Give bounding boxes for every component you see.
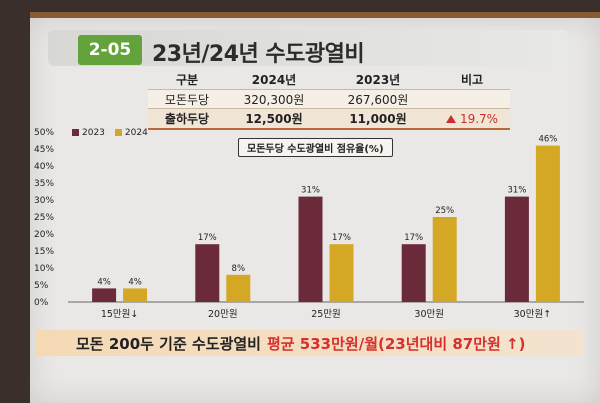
- cell-note: 19.7%: [434, 112, 510, 126]
- data-label-2024: 46%: [538, 135, 557, 145]
- y-tick-label: 20%: [34, 230, 54, 240]
- header-2024: 2024년: [251, 73, 297, 87]
- slide-title: 23년/24년 수도광열비: [152, 42, 365, 67]
- data-label-2023: 31%: [301, 186, 320, 196]
- y-tick-label: 45%: [34, 145, 54, 155]
- header-2023: 2023년: [355, 73, 401, 87]
- legend-item-2023: 2023: [72, 128, 105, 138]
- chart-legend: 2023 2024: [72, 128, 148, 138]
- data-label-2024: 17%: [332, 233, 351, 243]
- data-label-2023: 31%: [507, 186, 526, 196]
- table-row: 모돈두당 320,300원 267,600원: [148, 89, 510, 109]
- increase-triangle-icon: [445, 114, 456, 123]
- x-tick-label: 30만원↑: [514, 309, 552, 320]
- header-category: 구분: [175, 73, 199, 87]
- cell-2023: 267,600원: [347, 93, 409, 107]
- legend-item-2024: 2024: [114, 128, 148, 138]
- bar-2023: [92, 288, 117, 302]
- bar-2024: [329, 244, 354, 302]
- cell-2024: 320,300원: [243, 93, 305, 107]
- bar-2023: [195, 244, 220, 302]
- data-label-2024: 4%: [128, 277, 142, 287]
- bar-2024: [432, 217, 457, 302]
- x-tick-label: 25만원: [311, 309, 341, 320]
- y-tick-label: 40%: [34, 162, 54, 172]
- y-tick-label: 50%: [34, 128, 54, 138]
- section-badge: 2-05: [78, 35, 142, 65]
- table-row: 출하두당 12,500원 11,000원 19.7%: [148, 108, 510, 128]
- y-tick-label: 25%: [34, 213, 54, 223]
- data-label-2023: 4%: [97, 277, 111, 287]
- bar-2023: [504, 196, 529, 302]
- y-tick-label: 30%: [34, 196, 54, 206]
- y-tick-label: 0%: [34, 298, 49, 308]
- y-tick-label: 10%: [34, 264, 54, 274]
- cell-2023: 11,000원: [349, 112, 407, 126]
- bar-2023: [401, 244, 426, 302]
- x-tick-label: 20만원: [208, 309, 238, 320]
- summary-footer: 모돈 200두 기준 수도광열비 평균 533만원/월(23년대비 87만원 ↑…: [36, 330, 584, 356]
- bar-2024: [123, 288, 148, 302]
- bar-chart: 0% 5% 10% 15% 20% 25% 30% 35% 40% 45% 50% 4% 4% 15만원↓…: [34, 128, 584, 320]
- legend-swatch-2023: [72, 129, 79, 136]
- row-label: 모돈두당: [164, 93, 210, 107]
- data-label-2023: 17%: [404, 233, 423, 243]
- row-label: 출하두당: [164, 112, 210, 126]
- footer-lead-text: 모돈 200두 기준 수도광열비: [76, 334, 261, 353]
- increase-percent: 19.7%: [459, 111, 499, 126]
- legend-swatch-2024: [114, 129, 122, 136]
- data-label-2023: 17%: [198, 233, 217, 243]
- x-tick-label: 30만원: [414, 309, 444, 320]
- data-label-2024: 25%: [435, 206, 454, 216]
- footer-highlight-text: 평균 533만원/월(23년대비 87만원 ↑): [266, 334, 526, 353]
- y-tick-label: 5%: [34, 281, 49, 291]
- bar-2023: [298, 196, 323, 302]
- x-tick-label: 15만원↓: [101, 309, 139, 320]
- data-label-2024: 8%: [232, 264, 246, 274]
- cell-2024: 12,500원: [245, 112, 303, 126]
- table-header-row: 구분 2024년 2023년 비고: [148, 70, 510, 89]
- bar-2024: [226, 274, 251, 302]
- y-tick-label: 35%: [34, 179, 54, 189]
- header-note: 비고: [460, 73, 484, 87]
- chart-title: 모돈두당 수도광열비 점유율(%): [238, 138, 393, 157]
- y-tick-label: 15%: [34, 247, 54, 257]
- summary-table: 구분 2024년 2023년 비고 모돈두당 320,300원 267,600원…: [148, 70, 510, 130]
- bar-2024: [535, 145, 560, 302]
